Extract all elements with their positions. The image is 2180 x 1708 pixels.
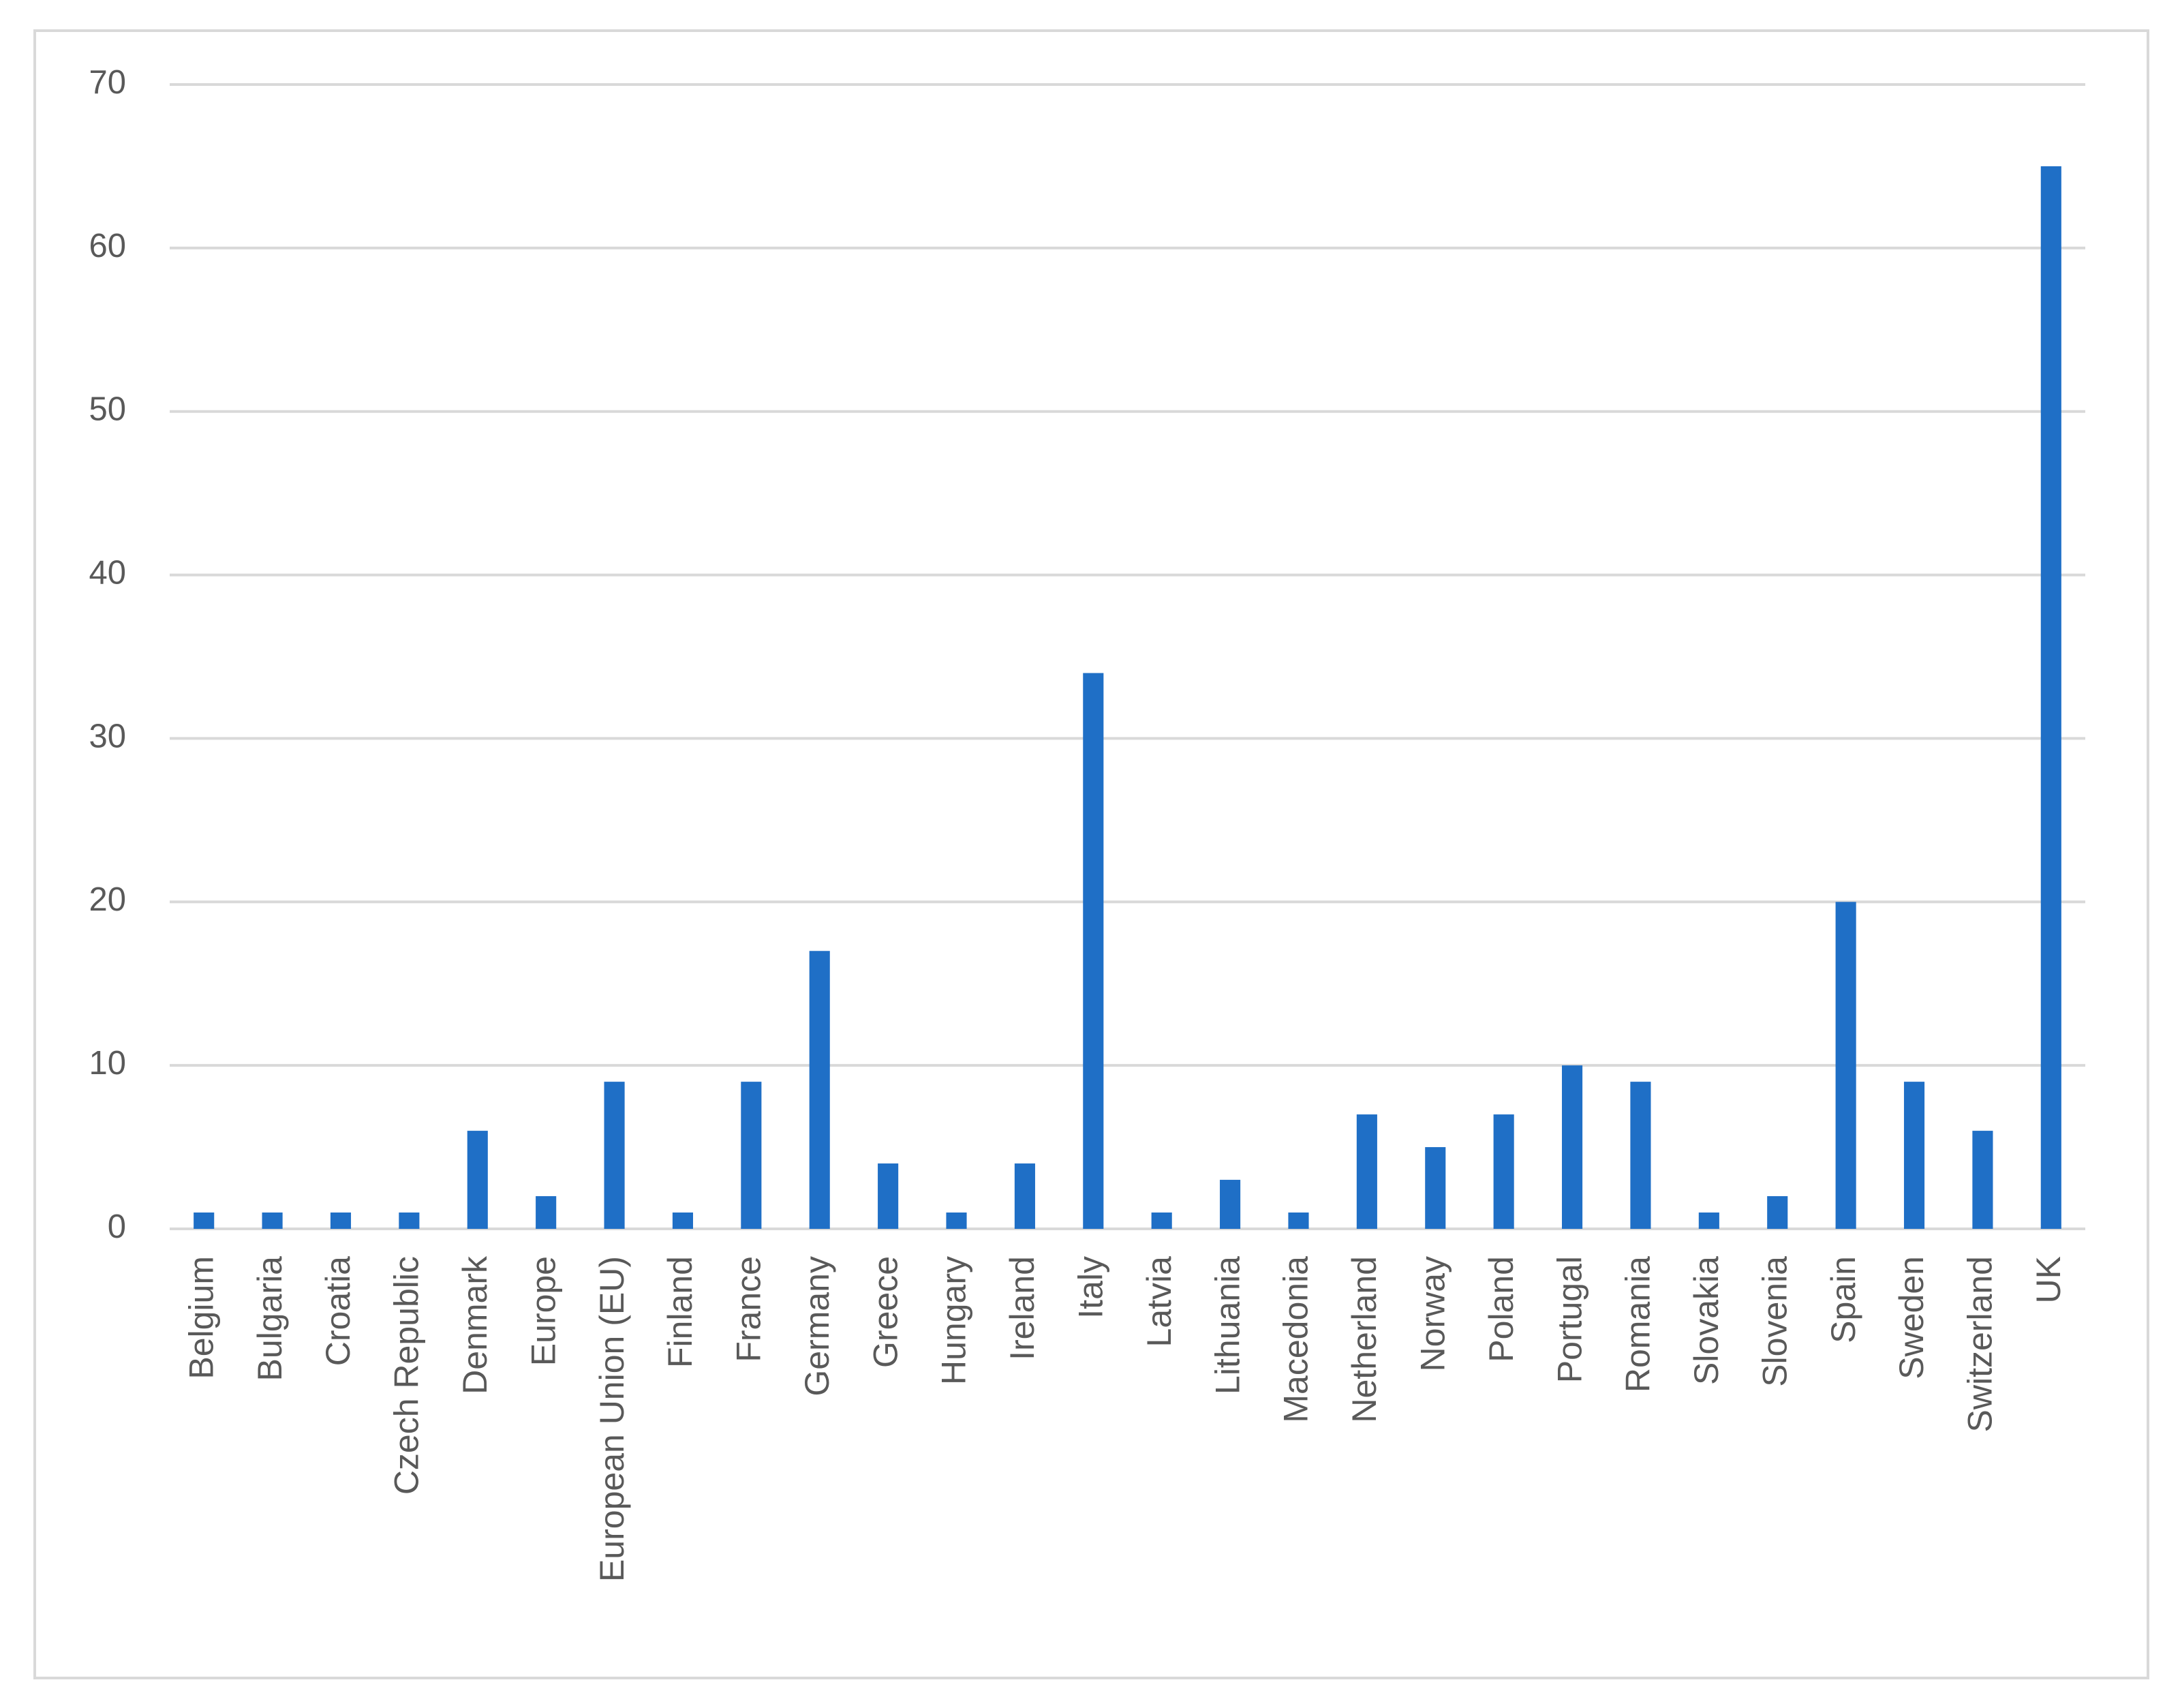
- bar: [194, 1213, 215, 1229]
- x-tick-label: Greece: [866, 1256, 904, 1368]
- bar: [1835, 902, 1856, 1229]
- x-tick-label: UK: [2029, 1256, 2068, 1303]
- bar: [1356, 1114, 1377, 1229]
- x-tick-label: Slovakia: [1687, 1256, 1725, 1385]
- x-tick-label: Belgium: [182, 1256, 220, 1379]
- bar: [1698, 1213, 1719, 1229]
- y-tick-label: 0: [108, 1208, 126, 1245]
- x-tick-label: Sweden: [1892, 1256, 1931, 1379]
- y-tick-label: 30: [89, 718, 126, 754]
- bar: [1083, 673, 1104, 1229]
- bar: [741, 1082, 762, 1229]
- y-tick-label: 40: [89, 555, 126, 592]
- y-tick-label: 70: [89, 64, 126, 101]
- bar: [330, 1213, 352, 1229]
- bar: [878, 1163, 899, 1229]
- x-tick-label: Latvia: [1140, 1256, 1178, 1347]
- x-tick-label: Switzerland: [1961, 1256, 1999, 1432]
- bar: [1630, 1082, 1651, 1229]
- x-tick-label: Finland: [661, 1256, 699, 1368]
- bar: [1014, 1163, 1035, 1229]
- bar: [1220, 1180, 1241, 1229]
- bar: [1767, 1196, 1788, 1229]
- x-tick-label: Spain: [1824, 1256, 1862, 1343]
- x-tick-label: Ireland: [1003, 1256, 1041, 1360]
- y-tick-label: 50: [89, 391, 126, 428]
- x-tick-label: Slovenia: [1755, 1256, 1794, 1387]
- bar: [399, 1213, 420, 1229]
- bar: [1972, 1131, 1993, 1229]
- x-tick-label: Macedonia: [1277, 1256, 1315, 1423]
- x-tick-label: Denmark: [456, 1255, 494, 1394]
- x-tick-label: Lithuania: [1208, 1256, 1246, 1394]
- bar: [809, 951, 830, 1229]
- bar: [1903, 1082, 1925, 1229]
- y-tick-label: 10: [89, 1045, 126, 1082]
- bar: [1425, 1147, 1446, 1229]
- x-tick-label: Bulgaria: [251, 1256, 289, 1382]
- x-tick-label: Portugal: [1550, 1256, 1588, 1383]
- x-tick-label: Romania: [1619, 1256, 1657, 1392]
- x-tick-label: Europe: [524, 1256, 562, 1366]
- x-tick-label: Hungary: [935, 1256, 973, 1385]
- bar: [1151, 1213, 1172, 1229]
- x-tick-label: Czech Republic: [388, 1256, 426, 1495]
- bar: [262, 1213, 283, 1229]
- bar: [672, 1213, 694, 1229]
- x-tick-label: France: [730, 1256, 768, 1362]
- bar: [604, 1082, 625, 1229]
- bar: [1493, 1114, 1514, 1229]
- x-tick-label: Norway: [1413, 1256, 1452, 1371]
- bar: [2040, 166, 2061, 1229]
- y-tick-label: 60: [89, 228, 126, 264]
- bar: [1561, 1065, 1583, 1229]
- x-tick-label: Croatia: [319, 1256, 357, 1366]
- x-tick-label: European Union (EU): [593, 1256, 631, 1582]
- bar: [946, 1213, 967, 1229]
- x-tick-label: Poland: [1482, 1256, 1520, 1362]
- y-tick-label: 20: [89, 881, 126, 918]
- bar: [536, 1196, 557, 1229]
- x-tick-label: Netherland: [1345, 1256, 1383, 1423]
- x-tick-label: Germany: [798, 1256, 836, 1397]
- bar: [467, 1131, 488, 1229]
- x-tick-label: Italy: [1072, 1256, 1110, 1319]
- bar: [1288, 1213, 1309, 1229]
